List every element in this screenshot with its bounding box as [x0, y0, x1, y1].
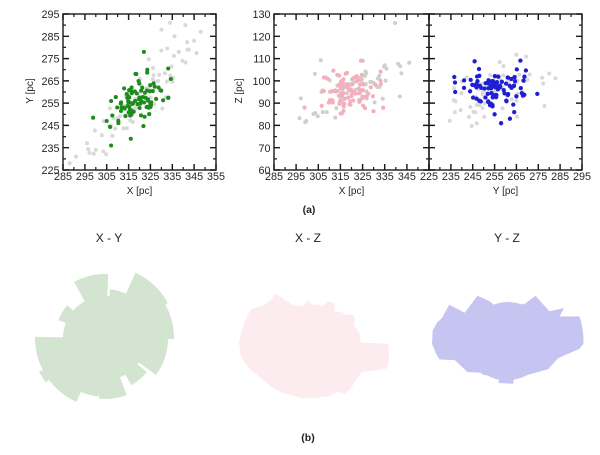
svg-text:Z [pc]: Z [pc]: [234, 78, 245, 103]
svg-text:235: 235: [41, 143, 59, 155]
svg-text:305: 305: [309, 171, 327, 183]
svg-text:335: 335: [163, 171, 181, 183]
svg-text:Y [pc]: Y [pc]: [493, 186, 519, 197]
svg-text:120: 120: [252, 31, 270, 43]
svg-text:315: 315: [331, 171, 349, 183]
svg-text:60: 60: [258, 165, 270, 177]
svg-text:(b): (b): [301, 432, 314, 444]
svg-text:305: 305: [98, 171, 116, 183]
svg-text:225: 225: [420, 171, 438, 183]
svg-text:285: 285: [265, 171, 283, 183]
svg-text:275: 275: [529, 171, 547, 183]
svg-text:295: 295: [76, 171, 94, 183]
svg-text:265: 265: [41, 76, 59, 88]
svg-text:355: 355: [207, 171, 225, 183]
svg-text:(a): (a): [303, 204, 316, 216]
svg-text:Y - Z: Y - Z: [494, 231, 520, 245]
svg-text:295: 295: [573, 171, 591, 183]
svg-text:225: 225: [41, 165, 59, 177]
svg-text:265: 265: [507, 171, 525, 183]
svg-text:255: 255: [486, 171, 504, 183]
svg-text:80: 80: [258, 121, 270, 133]
svg-text:285: 285: [41, 31, 59, 43]
svg-text:255: 255: [41, 98, 59, 110]
svg-text:325: 325: [141, 171, 159, 183]
svg-text:275: 275: [41, 54, 59, 66]
svg-text:X [pc]: X [pc]: [127, 186, 153, 197]
svg-text:285: 285: [551, 171, 569, 183]
svg-text:70: 70: [258, 143, 270, 155]
svg-text:X - Z: X - Z: [295, 231, 321, 245]
svg-text:325: 325: [354, 171, 372, 183]
svg-text:315: 315: [120, 171, 138, 183]
svg-text:345: 345: [398, 171, 416, 183]
svg-text:X - Y: X - Y: [96, 231, 122, 245]
svg-text:130: 130: [252, 9, 270, 21]
svg-text:235: 235: [442, 171, 460, 183]
svg-text:295: 295: [287, 171, 305, 183]
svg-text:345: 345: [185, 171, 203, 183]
svg-text:90: 90: [258, 98, 270, 110]
svg-text:245: 245: [41, 121, 59, 133]
svg-text:Y [pc]: Y [pc]: [25, 78, 36, 104]
svg-text:285: 285: [54, 171, 72, 183]
svg-text:295: 295: [41, 9, 59, 21]
svg-text:100: 100: [252, 76, 270, 88]
svg-text:110: 110: [253, 54, 270, 66]
svg-text:335: 335: [376, 171, 394, 183]
svg-text:245: 245: [464, 171, 482, 183]
svg-text:X [pc]: X [pc]: [339, 186, 365, 197]
